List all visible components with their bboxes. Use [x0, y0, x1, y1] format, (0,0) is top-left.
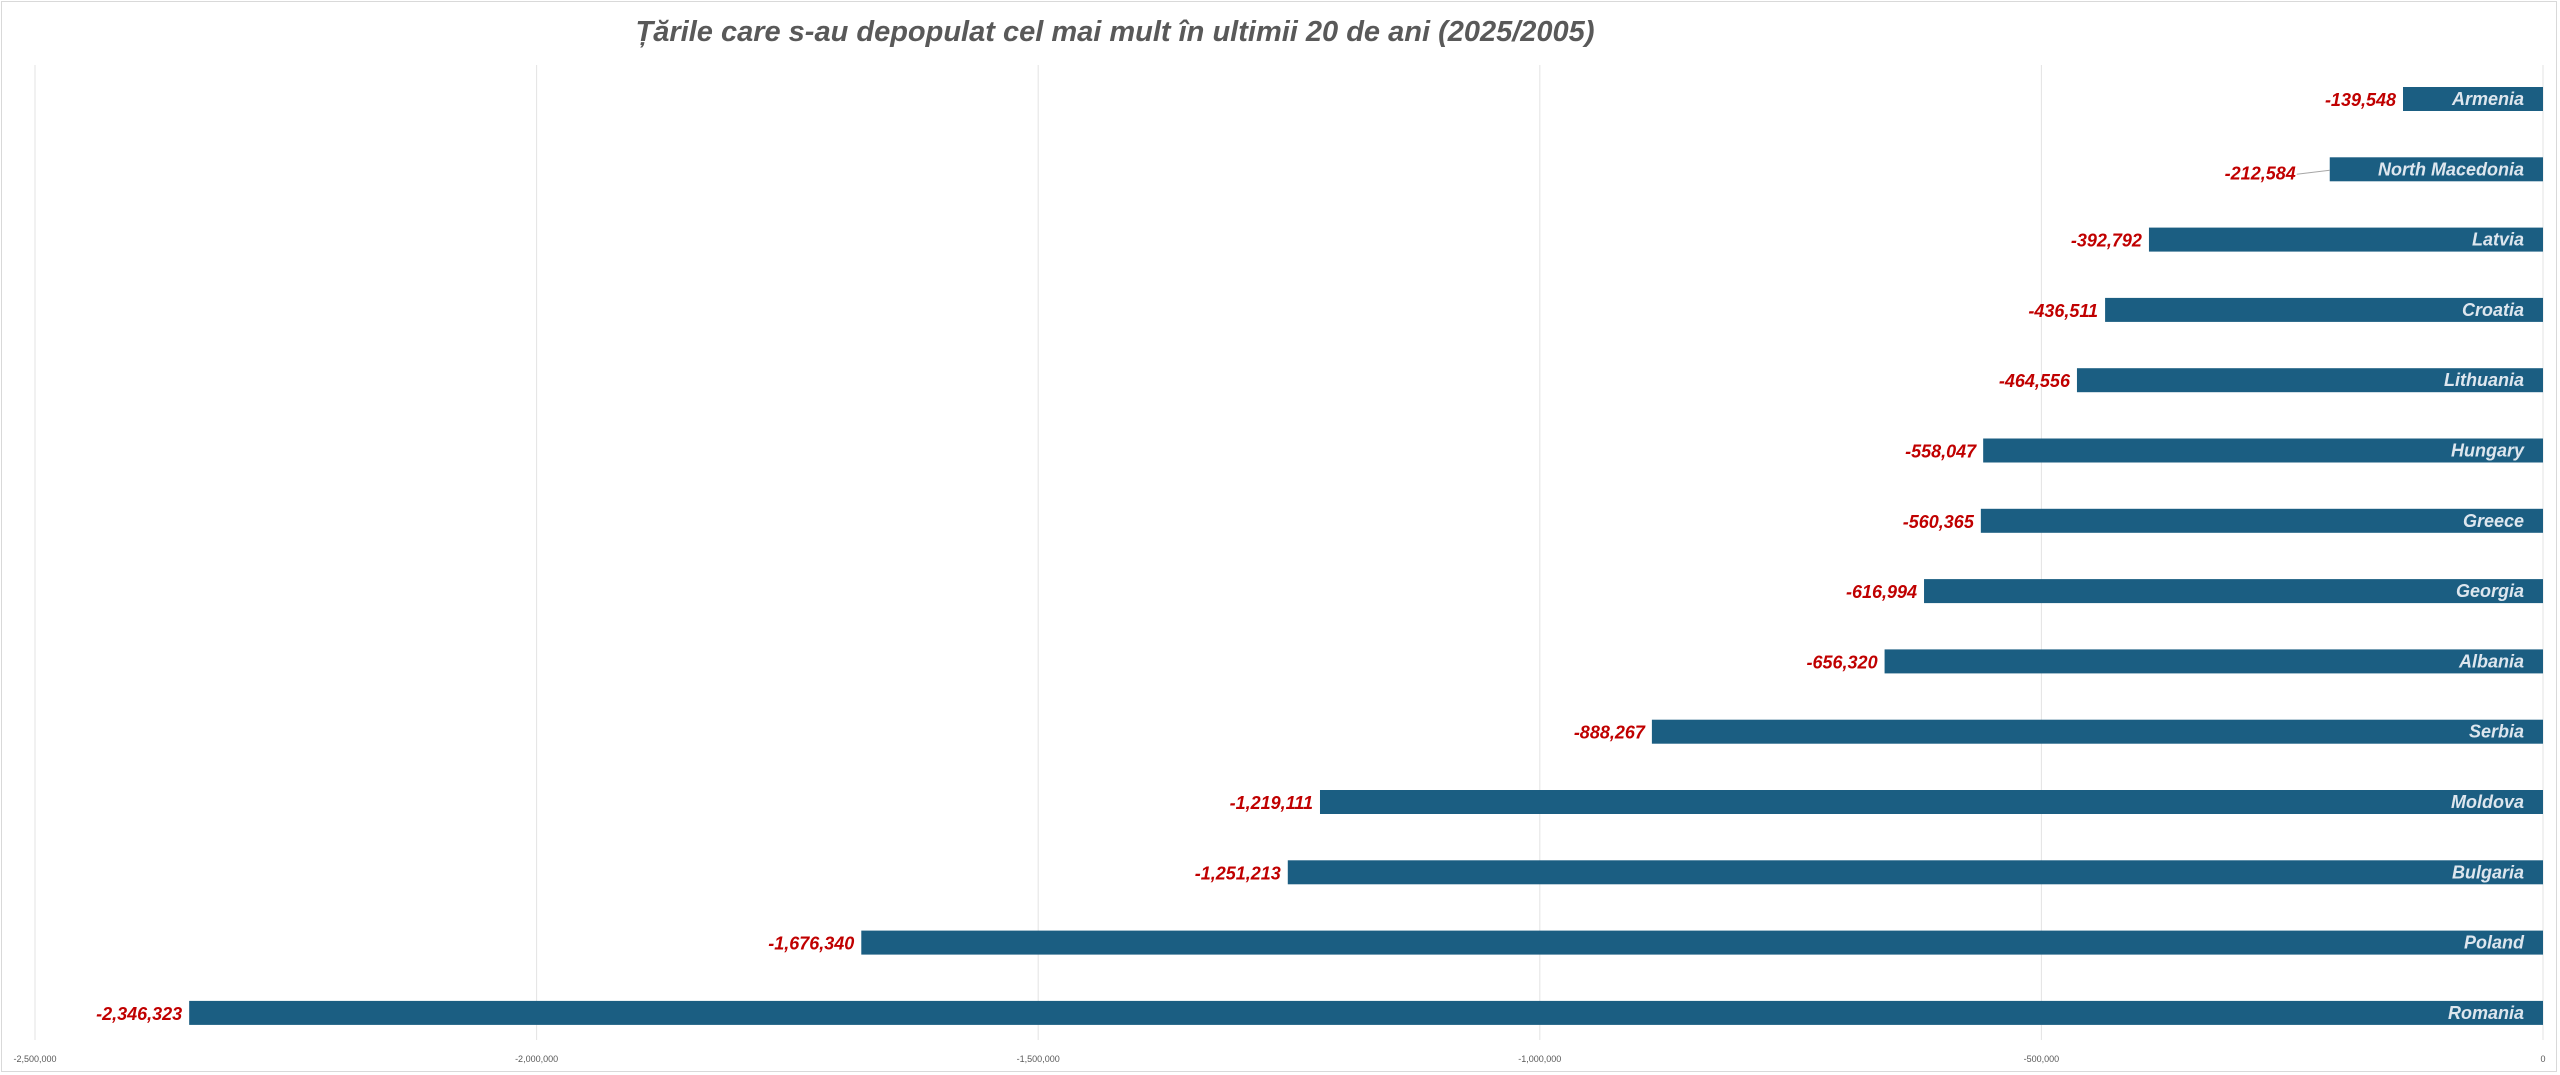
- bar: [2403, 87, 2543, 111]
- category-label: Romania: [2448, 1003, 2524, 1023]
- chart-title: Țările care s-au depopulat cel mai mult …: [635, 16, 1595, 48]
- x-tick-label: 0: [2540, 1054, 2545, 1064]
- data-label: -436,511: [2028, 301, 2098, 321]
- data-label: -2,346,323: [96, 1004, 182, 1024]
- category-label: Armenia: [2451, 89, 2524, 109]
- bar: [2105, 297, 2543, 322]
- data-label: -1,251,213: [1195, 863, 1281, 883]
- leader-line: [2296, 169, 2330, 175]
- data-label: -560,365: [1903, 512, 1975, 532]
- data-label: -888,267: [1574, 723, 1646, 743]
- category-label: Hungary: [2451, 441, 2525, 461]
- x-tick-label: -1,000,000: [1518, 1054, 1561, 1064]
- bar: [861, 930, 2544, 955]
- category-label: North Macedonia: [2378, 159, 2524, 179]
- category-label: Albania: [2458, 651, 2524, 671]
- bar: [1884, 649, 2543, 674]
- bar: [2329, 157, 2543, 182]
- category-label: Bulgaria: [2452, 862, 2524, 882]
- category-label: Latvia: [2472, 230, 2524, 250]
- bar: [1287, 860, 2543, 885]
- category-label: Moldova: [2451, 792, 2524, 812]
- x-tick-label: -1,500,000: [1017, 1054, 1060, 1064]
- data-label: -1,219,111: [1230, 793, 1313, 813]
- bar: [1651, 719, 2543, 744]
- bar: [1924, 579, 2543, 604]
- category-label: Poland: [2464, 933, 2525, 953]
- category-label: Serbia: [2469, 722, 2524, 742]
- data-label: -139,548: [2325, 90, 2396, 110]
- data-label: -616,994: [1846, 582, 1917, 602]
- bar: [1983, 438, 2543, 463]
- category-label: Croatia: [2462, 300, 2524, 320]
- bar: [1319, 790, 2543, 814]
- data-label: -212,584: [2225, 163, 2296, 183]
- bar: [1980, 508, 2543, 533]
- data-label: -656,320: [1807, 652, 1878, 672]
- x-tick-label: -2,500,000: [13, 1054, 56, 1064]
- bar: [2148, 227, 2543, 252]
- x-tick-label: -2,000,000: [515, 1054, 558, 1064]
- data-label: -464,556: [1999, 371, 2071, 391]
- data-label: -558,047: [1905, 442, 1977, 462]
- category-label: Greece: [2463, 511, 2524, 531]
- category-label: Lithuania: [2444, 370, 2524, 390]
- bar: [189, 1000, 2544, 1025]
- data-label: -392,792: [2071, 231, 2142, 251]
- data-label: -1,676,340: [768, 934, 854, 954]
- x-tick-label: -500,000: [2024, 1054, 2060, 1064]
- category-label: Georgia: [2456, 581, 2524, 601]
- bar: [2076, 368, 2543, 393]
